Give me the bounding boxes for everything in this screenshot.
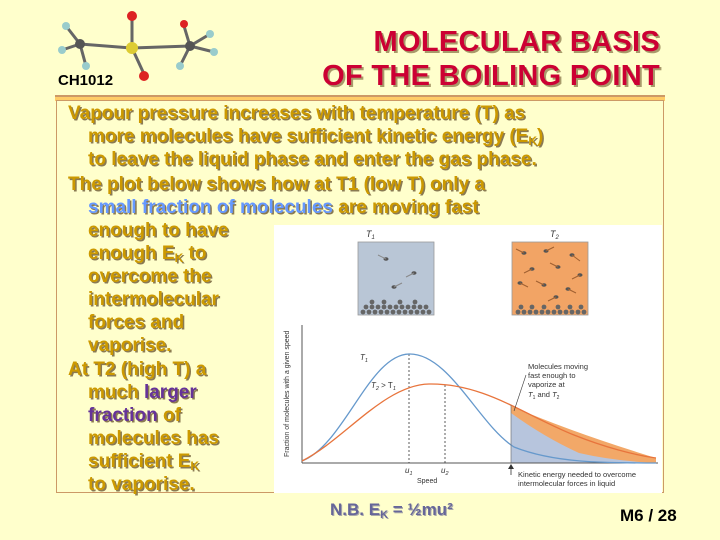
fraction-fill-t1 bbox=[511, 413, 656, 463]
highlight-small-fraction: small fraction of molecules bbox=[88, 197, 333, 218]
header-rule-thick bbox=[55, 97, 665, 101]
curve-t2 bbox=[301, 383, 657, 462]
p2-line-8: vaporise. bbox=[88, 335, 172, 356]
p3-line-1: At T2 (high T) a bbox=[68, 359, 207, 380]
title-line-1: MOLECULAR BASIS bbox=[373, 26, 660, 58]
box1-label: T1 bbox=[366, 229, 375, 241]
molecule-model-icon bbox=[58, 11, 218, 81]
p3-line-6: to vaporise. bbox=[88, 474, 195, 495]
p2-line-1: The plot below shows how at T1 (low T) o… bbox=[68, 174, 485, 195]
ke-note: Kinetic energy needed to overcome interm… bbox=[518, 470, 638, 488]
header-rule-thin bbox=[55, 95, 665, 97]
ke-arrow-icon bbox=[508, 464, 514, 469]
p3-line-3: fraction of bbox=[88, 405, 181, 426]
p3-line-2: much larger bbox=[88, 382, 197, 403]
box2-label: T2 bbox=[550, 229, 560, 241]
box1-gas-molecules bbox=[377, 254, 417, 289]
speed-distribution-figure: T1 T2 Fraction of molecules with a given… bbox=[274, 225, 662, 493]
slide-number: M6 / 28 bbox=[620, 506, 677, 525]
highlight-fraction: fraction bbox=[88, 405, 158, 426]
nb-formula: N.B. EK = ½mu² bbox=[330, 500, 453, 521]
title-line-2: OF THE BOILING POINT bbox=[322, 60, 660, 92]
vaporize-annotation: Molecules moving fast enough to vaporize… bbox=[528, 362, 590, 389]
u1-label: u1 bbox=[405, 466, 413, 477]
box1-liquid-molecules bbox=[360, 299, 432, 315]
box2-liquid-molecules bbox=[515, 304, 587, 315]
p3-line-5: sufficient EK bbox=[88, 451, 200, 473]
p1-line-1: Vapour pressure increases with temperatu… bbox=[68, 103, 526, 124]
curve-t1-label: T1 bbox=[360, 353, 368, 364]
x-axis-label: Speed bbox=[417, 478, 437, 485]
p2-line-5: overcome the bbox=[88, 266, 212, 287]
y-axis-label: Fraction of molecules with a given speed bbox=[284, 330, 291, 457]
annotation-pointer bbox=[513, 374, 527, 412]
box2-gas-molecules bbox=[515, 246, 583, 302]
vaporize-annotation-temps: T1 and T2 bbox=[528, 390, 560, 401]
p2-line-7: forces and bbox=[88, 312, 185, 333]
p2-line-3: enough to have bbox=[88, 220, 229, 241]
u2-label: u2 bbox=[441, 466, 449, 477]
p2-line-4: enough EK to bbox=[88, 243, 207, 265]
p3-line-4: molecules has bbox=[88, 428, 219, 449]
p1-line-2: more molecules have sufficient kinetic e… bbox=[88, 126, 544, 148]
curve-t2-label: T2 > T1 bbox=[371, 381, 396, 392]
p2-line-6: intermolecular bbox=[88, 289, 219, 310]
box1-container bbox=[357, 241, 435, 316]
p2-line-2: small fraction of molecules are moving f… bbox=[88, 197, 479, 218]
course-code: CH1012 bbox=[58, 72, 114, 89]
highlight-larger: larger bbox=[143, 382, 197, 403]
p1-line-3: to leave the liquid phase and enter the … bbox=[88, 149, 537, 170]
